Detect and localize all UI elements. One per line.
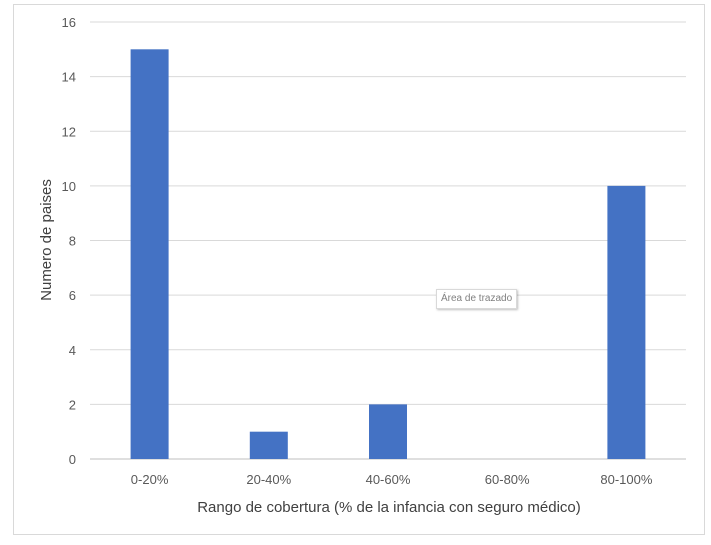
y-tick-label: 12 [62, 124, 76, 139]
y-axis-ticks: 0 2 4 6 8 10 12 14 16 [62, 15, 76, 467]
y-axis-title: Numero de paises [38, 179, 55, 301]
y-tick-label: 6 [69, 288, 76, 303]
bar-20-40%[interactable] [249, 431, 288, 459]
x-tick-label: 60-80% [485, 472, 530, 487]
x-axis-title: Rango de cobertura (% de la infancia con… [197, 499, 581, 516]
x-tick-label: 0-20% [131, 472, 169, 487]
x-tick-label: 40-60% [366, 472, 411, 487]
bars[interactable] [130, 49, 646, 459]
x-axis-ticks: 0-20% 20-40% 40-60% 60-80% 80-100% [131, 472, 653, 487]
y-tick-label: 8 [69, 234, 76, 249]
y-tick-label: 0 [69, 452, 76, 467]
y-tick-label: 2 [69, 397, 76, 412]
bar-80-100%[interactable] [607, 185, 646, 459]
x-tick-label: 20-40% [246, 472, 291, 487]
plot-area-tooltip: Área de trazado [436, 289, 518, 309]
chart-area[interactable] [13, 4, 705, 535]
bar-0-20%[interactable] [130, 49, 169, 459]
y-tick-label: 16 [62, 15, 76, 30]
x-tick-label: 80-100% [600, 472, 652, 487]
gridlines [90, 21, 686, 460]
bar-40-60%[interactable] [369, 404, 407, 459]
y-tick-label: 4 [69, 343, 76, 358]
y-tick-label: 14 [62, 70, 76, 85]
y-tick-label: 10 [62, 179, 76, 194]
